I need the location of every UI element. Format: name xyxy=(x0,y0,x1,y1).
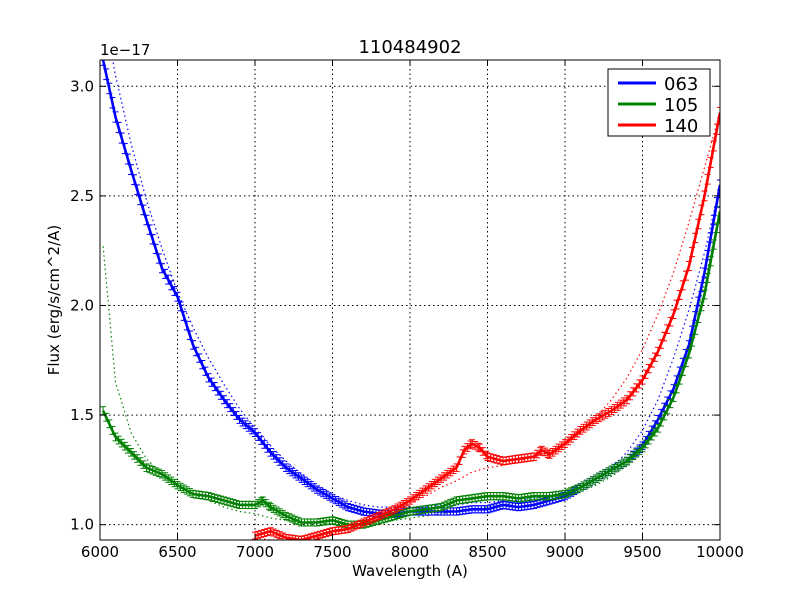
x-tick-label: 7000 xyxy=(236,543,274,561)
legend-label-063: 063 xyxy=(664,74,698,95)
legend-label-105: 105 xyxy=(664,95,698,116)
y-tick-label: 1.5 xyxy=(70,406,94,424)
x-tick-label: 6500 xyxy=(158,543,196,561)
legend-label-140: 140 xyxy=(664,116,698,137)
series-140-line xyxy=(254,112,720,540)
x-axis-ticks: 6000 6500 7000 7500 8000 8500 9000 9500 10000 xyxy=(81,60,744,561)
y-offset-text: 1e−17 xyxy=(100,41,150,59)
x-tick-label: 7500 xyxy=(313,543,351,561)
x-tick-label: 10000 xyxy=(696,543,744,561)
chart-title: 110484902 xyxy=(358,37,461,58)
data-series xyxy=(100,60,720,540)
y-axis-label: Flux (erg/s/cm^2/A) xyxy=(45,225,63,376)
x-tick-label: 6000 xyxy=(81,543,119,561)
y-tick-label: 2.5 xyxy=(70,187,94,205)
x-tick-label: 8500 xyxy=(468,543,506,561)
y-axis-ticks: 1.0 1.5 2.0 2.5 3.0 xyxy=(70,77,720,534)
x-tick-label: 9500 xyxy=(623,543,661,561)
x-tick-label: 8000 xyxy=(391,543,429,561)
series-105-line xyxy=(101,210,720,527)
x-tick-label: 9000 xyxy=(546,543,584,561)
y-tick-label: 1.0 xyxy=(70,516,94,534)
y-tick-label: 3.0 xyxy=(70,77,94,95)
y-tick-label: 2.0 xyxy=(70,296,94,314)
x-axis-label: Wavelength (A) xyxy=(352,562,468,580)
